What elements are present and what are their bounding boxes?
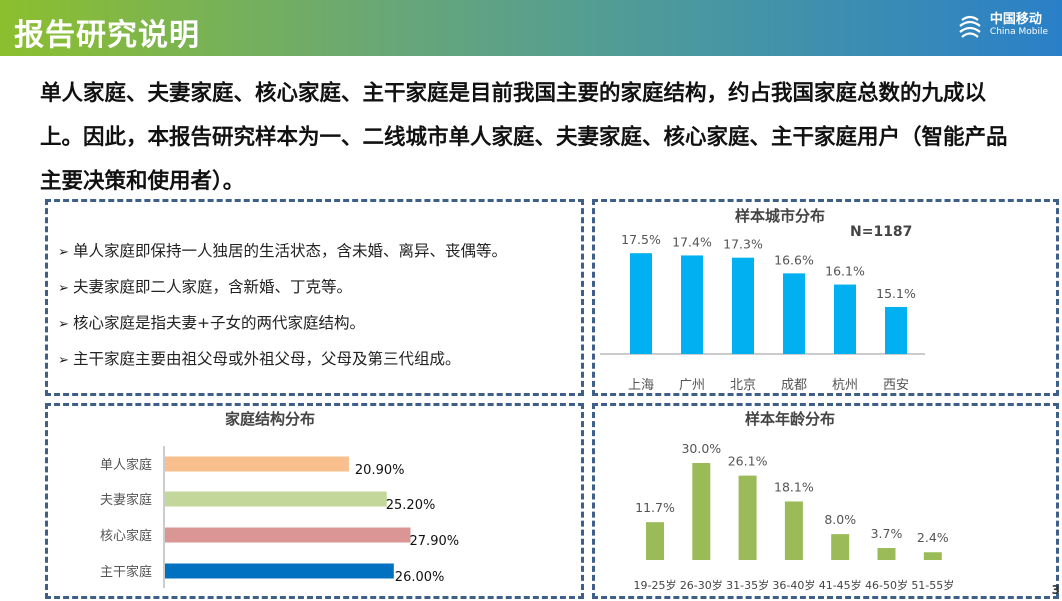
bar <box>165 527 411 543</box>
tick-label: 36-40岁 <box>772 578 815 592</box>
age-chart-panel <box>592 403 1059 599</box>
data-label: 17.3% <box>723 237 763 252</box>
intro-paragraph: 单人家庭、夫妻家庭、核心家庭、主干家庭是目前我国主要的家庭结构，约占我国家庭总数… <box>40 81 1008 194</box>
tick-label: 单人家庭 <box>100 457 152 473</box>
tick-label: 19-25岁 <box>634 578 677 592</box>
tick-label: 北京 <box>730 378 756 393</box>
data-label: 30.0% <box>681 441 721 456</box>
data-label: 17.4% <box>672 234 712 249</box>
data-label: 3.7% <box>871 526 903 541</box>
tick-label: 杭州 <box>832 378 858 393</box>
bar <box>165 563 394 579</box>
tick-label: 夫妻家庭 <box>100 492 152 508</box>
tick-label: 成都 <box>781 378 807 393</box>
bar <box>692 463 711 560</box>
data-label: 16.6% <box>774 252 814 267</box>
tick-label: 46-50岁 <box>865 578 908 592</box>
bar <box>732 257 754 354</box>
header-bar: 报告研究说明 中国移动 China Mobile <box>0 0 1062 56</box>
page-number: 3 <box>1051 583 1060 597</box>
bar <box>784 501 803 560</box>
data-label: 2.4% <box>917 530 949 545</box>
logo-icon <box>959 15 981 38</box>
tick-label: 26-30岁 <box>680 578 723 592</box>
bar <box>885 306 907 354</box>
tick-label: 主干家庭 <box>100 564 152 580</box>
tick-label: 上海 <box>628 378 654 393</box>
logo-text-cn: 中国移动 <box>989 12 1042 27</box>
tick-label: 西安 <box>883 378 909 393</box>
data-label: 18.1% <box>774 479 814 494</box>
data-label: 15.1% <box>876 286 916 301</box>
data-label: 25.20% <box>386 498 436 513</box>
age-chart-title: 样本年龄分布 <box>744 410 835 428</box>
definition-item: 夫妻家庭即二人家庭，含新婚、丁克等。 <box>58 270 507 306</box>
tick-label: 31-35岁 <box>726 578 769 592</box>
china-mobile-logo: 中国移动 China Mobile <box>956 12 1048 40</box>
data-label: 16.1% <box>825 264 865 279</box>
family-chart-panel <box>45 403 584 599</box>
definition-item: 核心家庭是指夫妻+子女的两代家庭结构。 <box>58 306 507 342</box>
tick-label: 41-45岁 <box>819 578 862 592</box>
definition-item: 单人家庭即保持一人独居的生活状态，含未婚、离异、丧偶等。 <box>58 234 507 270</box>
tick-label: 核心家庭 <box>100 528 152 544</box>
data-label: 11.7% <box>635 500 675 515</box>
tick-label: 广州 <box>679 378 705 393</box>
bar <box>877 548 896 560</box>
bar <box>923 552 942 560</box>
city-chart-panel <box>592 199 1059 396</box>
bar <box>834 284 856 354</box>
data-label: 26.1% <box>728 454 768 469</box>
logo-text-en: China Mobile <box>989 27 1048 37</box>
definitions-panel <box>45 199 584 396</box>
family-chart-title: 家庭结构分布 <box>224 410 315 428</box>
bar <box>681 255 703 354</box>
data-label: 20.90% <box>355 463 405 478</box>
data-label: 27.90% <box>410 534 460 549</box>
bar <box>783 273 805 354</box>
city-chart-n: N=1187 <box>850 224 913 240</box>
definition-item: 主干家庭主要由祖父母或外祖父母，父母及第三代组成。 <box>58 342 507 378</box>
tick-label: 51-55岁 <box>911 578 954 592</box>
data-label: 26.00% <box>395 570 445 585</box>
bar <box>738 475 757 560</box>
bar <box>165 456 349 472</box>
bar <box>646 522 664 560</box>
definitions-list: 单人家庭即保持一人独居的生活状态，含未婚、离异、丧偶等。 夫妻家庭即二人家庭，含… <box>58 234 507 378</box>
page-title: 报告研究说明 <box>14 18 200 53</box>
bar <box>165 491 387 507</box>
data-label: 17.5% <box>621 232 661 247</box>
bar <box>630 253 652 354</box>
city-chart-title: 样本城市分布 <box>734 207 825 225</box>
bar <box>831 534 850 560</box>
data-label: 8.0% <box>824 512 856 527</box>
